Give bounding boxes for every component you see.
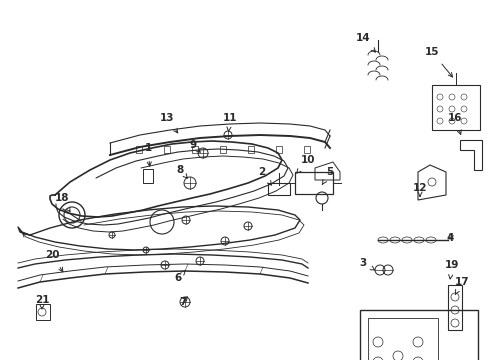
Text: 9: 9 bbox=[189, 140, 200, 152]
Text: 18: 18 bbox=[55, 193, 70, 212]
Text: 5: 5 bbox=[322, 167, 333, 185]
Text: 13: 13 bbox=[160, 113, 177, 133]
Text: 8: 8 bbox=[176, 165, 187, 178]
Text: 10: 10 bbox=[296, 155, 315, 173]
Text: 2: 2 bbox=[258, 167, 271, 185]
Text: 1: 1 bbox=[144, 143, 151, 166]
Text: 4: 4 bbox=[446, 233, 453, 243]
Text: 3: 3 bbox=[359, 258, 374, 270]
Text: 11: 11 bbox=[223, 113, 237, 131]
Text: 12: 12 bbox=[412, 183, 427, 196]
Text: 15: 15 bbox=[424, 47, 451, 77]
Text: 6: 6 bbox=[174, 271, 185, 283]
Text: 14: 14 bbox=[355, 33, 375, 52]
Text: 19: 19 bbox=[444, 260, 458, 279]
Text: 17: 17 bbox=[454, 277, 468, 295]
Text: 16: 16 bbox=[447, 113, 461, 134]
Text: 21: 21 bbox=[35, 295, 49, 309]
Text: 7: 7 bbox=[179, 297, 187, 307]
Text: 20: 20 bbox=[45, 250, 63, 272]
